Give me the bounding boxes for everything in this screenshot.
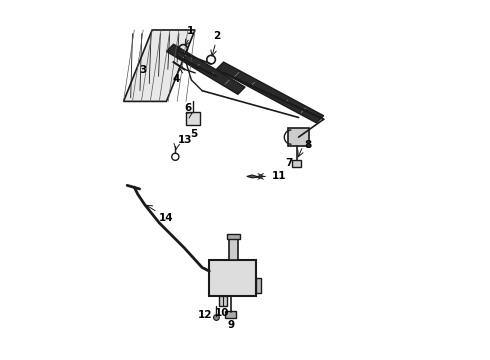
Text: 5: 5	[190, 129, 197, 139]
Text: 10: 10	[215, 307, 230, 318]
Polygon shape	[167, 44, 245, 94]
Text: 9: 9	[227, 320, 234, 330]
Circle shape	[214, 315, 220, 320]
Bar	[288, 128, 309, 146]
Text: 7: 7	[285, 158, 292, 168]
Text: 1: 1	[187, 26, 195, 36]
Bar	[225, 311, 236, 318]
Bar	[227, 234, 240, 239]
Bar	[256, 278, 261, 293]
Bar	[209, 260, 256, 296]
Polygon shape	[247, 175, 259, 178]
Polygon shape	[217, 62, 323, 123]
Bar	[292, 160, 301, 167]
Text: 3: 3	[140, 64, 147, 75]
Text: 4: 4	[172, 73, 180, 84]
Text: 2: 2	[213, 31, 220, 41]
Text: 14: 14	[159, 213, 174, 223]
Text: 6: 6	[184, 103, 192, 113]
Text: 13: 13	[178, 135, 193, 145]
Bar	[186, 112, 200, 125]
Text: 8: 8	[304, 140, 311, 150]
Bar	[219, 296, 227, 306]
Polygon shape	[123, 30, 195, 102]
Bar	[229, 239, 238, 260]
Text: 12: 12	[197, 310, 212, 320]
Text: 11: 11	[272, 171, 286, 181]
